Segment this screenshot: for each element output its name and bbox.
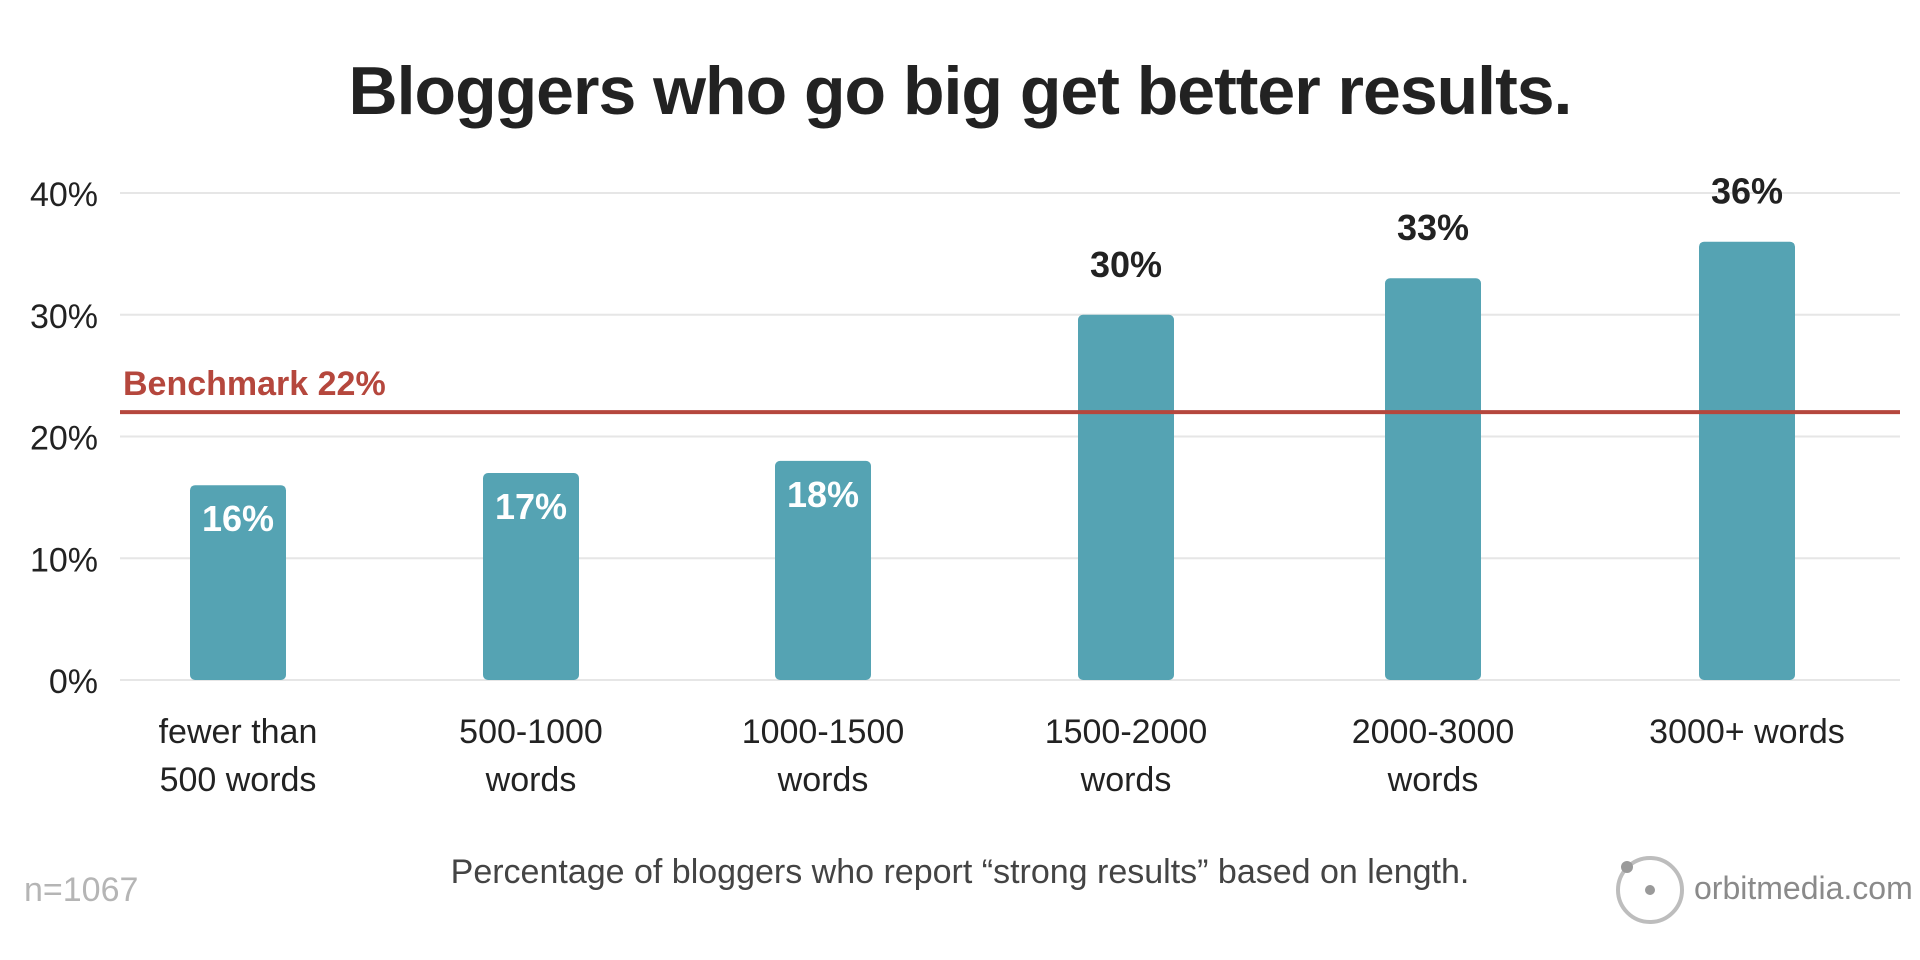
bar (1699, 241, 1795, 680)
y-tick-label: 20% (30, 420, 98, 458)
x-tick-label: 2000-3000 (1352, 713, 1515, 751)
bar (775, 460, 871, 680)
bar-value-label: 17% (495, 486, 567, 527)
bar-value-label: 30% (1090, 244, 1162, 285)
x-tick-label: 1500-2000 (1045, 713, 1208, 751)
x-tick-label: 1000-1500 (742, 713, 905, 751)
logo-text: orbitmedia.com (1694, 870, 1913, 906)
bar (483, 473, 579, 680)
orbit-logo-icon (1616, 856, 1684, 924)
y-tick-label: 40% (30, 176, 98, 214)
y-tick-label: 0% (49, 663, 98, 701)
bar (190, 485, 286, 680)
bar (1385, 278, 1481, 680)
chart-title: Bloggers who go big get better results. (348, 53, 1573, 129)
bar-value-label: 16% (202, 498, 274, 539)
bar (1078, 314, 1174, 680)
orbit-media-logo: orbitmedia.com (1610, 850, 1913, 928)
chart-caption: Percentage of bloggers who report “stron… (450, 853, 1470, 891)
x-tick-label: words (1080, 761, 1172, 799)
x-tick-label: 3000+ words (1649, 713, 1845, 751)
y-tick-label: 30% (30, 298, 98, 336)
x-tick-label: words (485, 761, 577, 799)
bar-value-label: 33% (1397, 207, 1469, 248)
bar-value-label: 18% (787, 474, 859, 515)
sample-size-label: n=1067 (24, 871, 139, 909)
bar-value-label: 36% (1711, 171, 1783, 212)
x-tick-label: words (777, 761, 869, 799)
x-tick-label: 500-1000 (459, 713, 603, 751)
x-tick-label: fewer than (159, 713, 318, 751)
benchmark-label: Benchmark 22% (123, 365, 386, 403)
x-tick-label: 500 words (160, 761, 317, 799)
x-tick-label: words (1387, 761, 1479, 799)
y-tick-label: 10% (30, 541, 98, 579)
